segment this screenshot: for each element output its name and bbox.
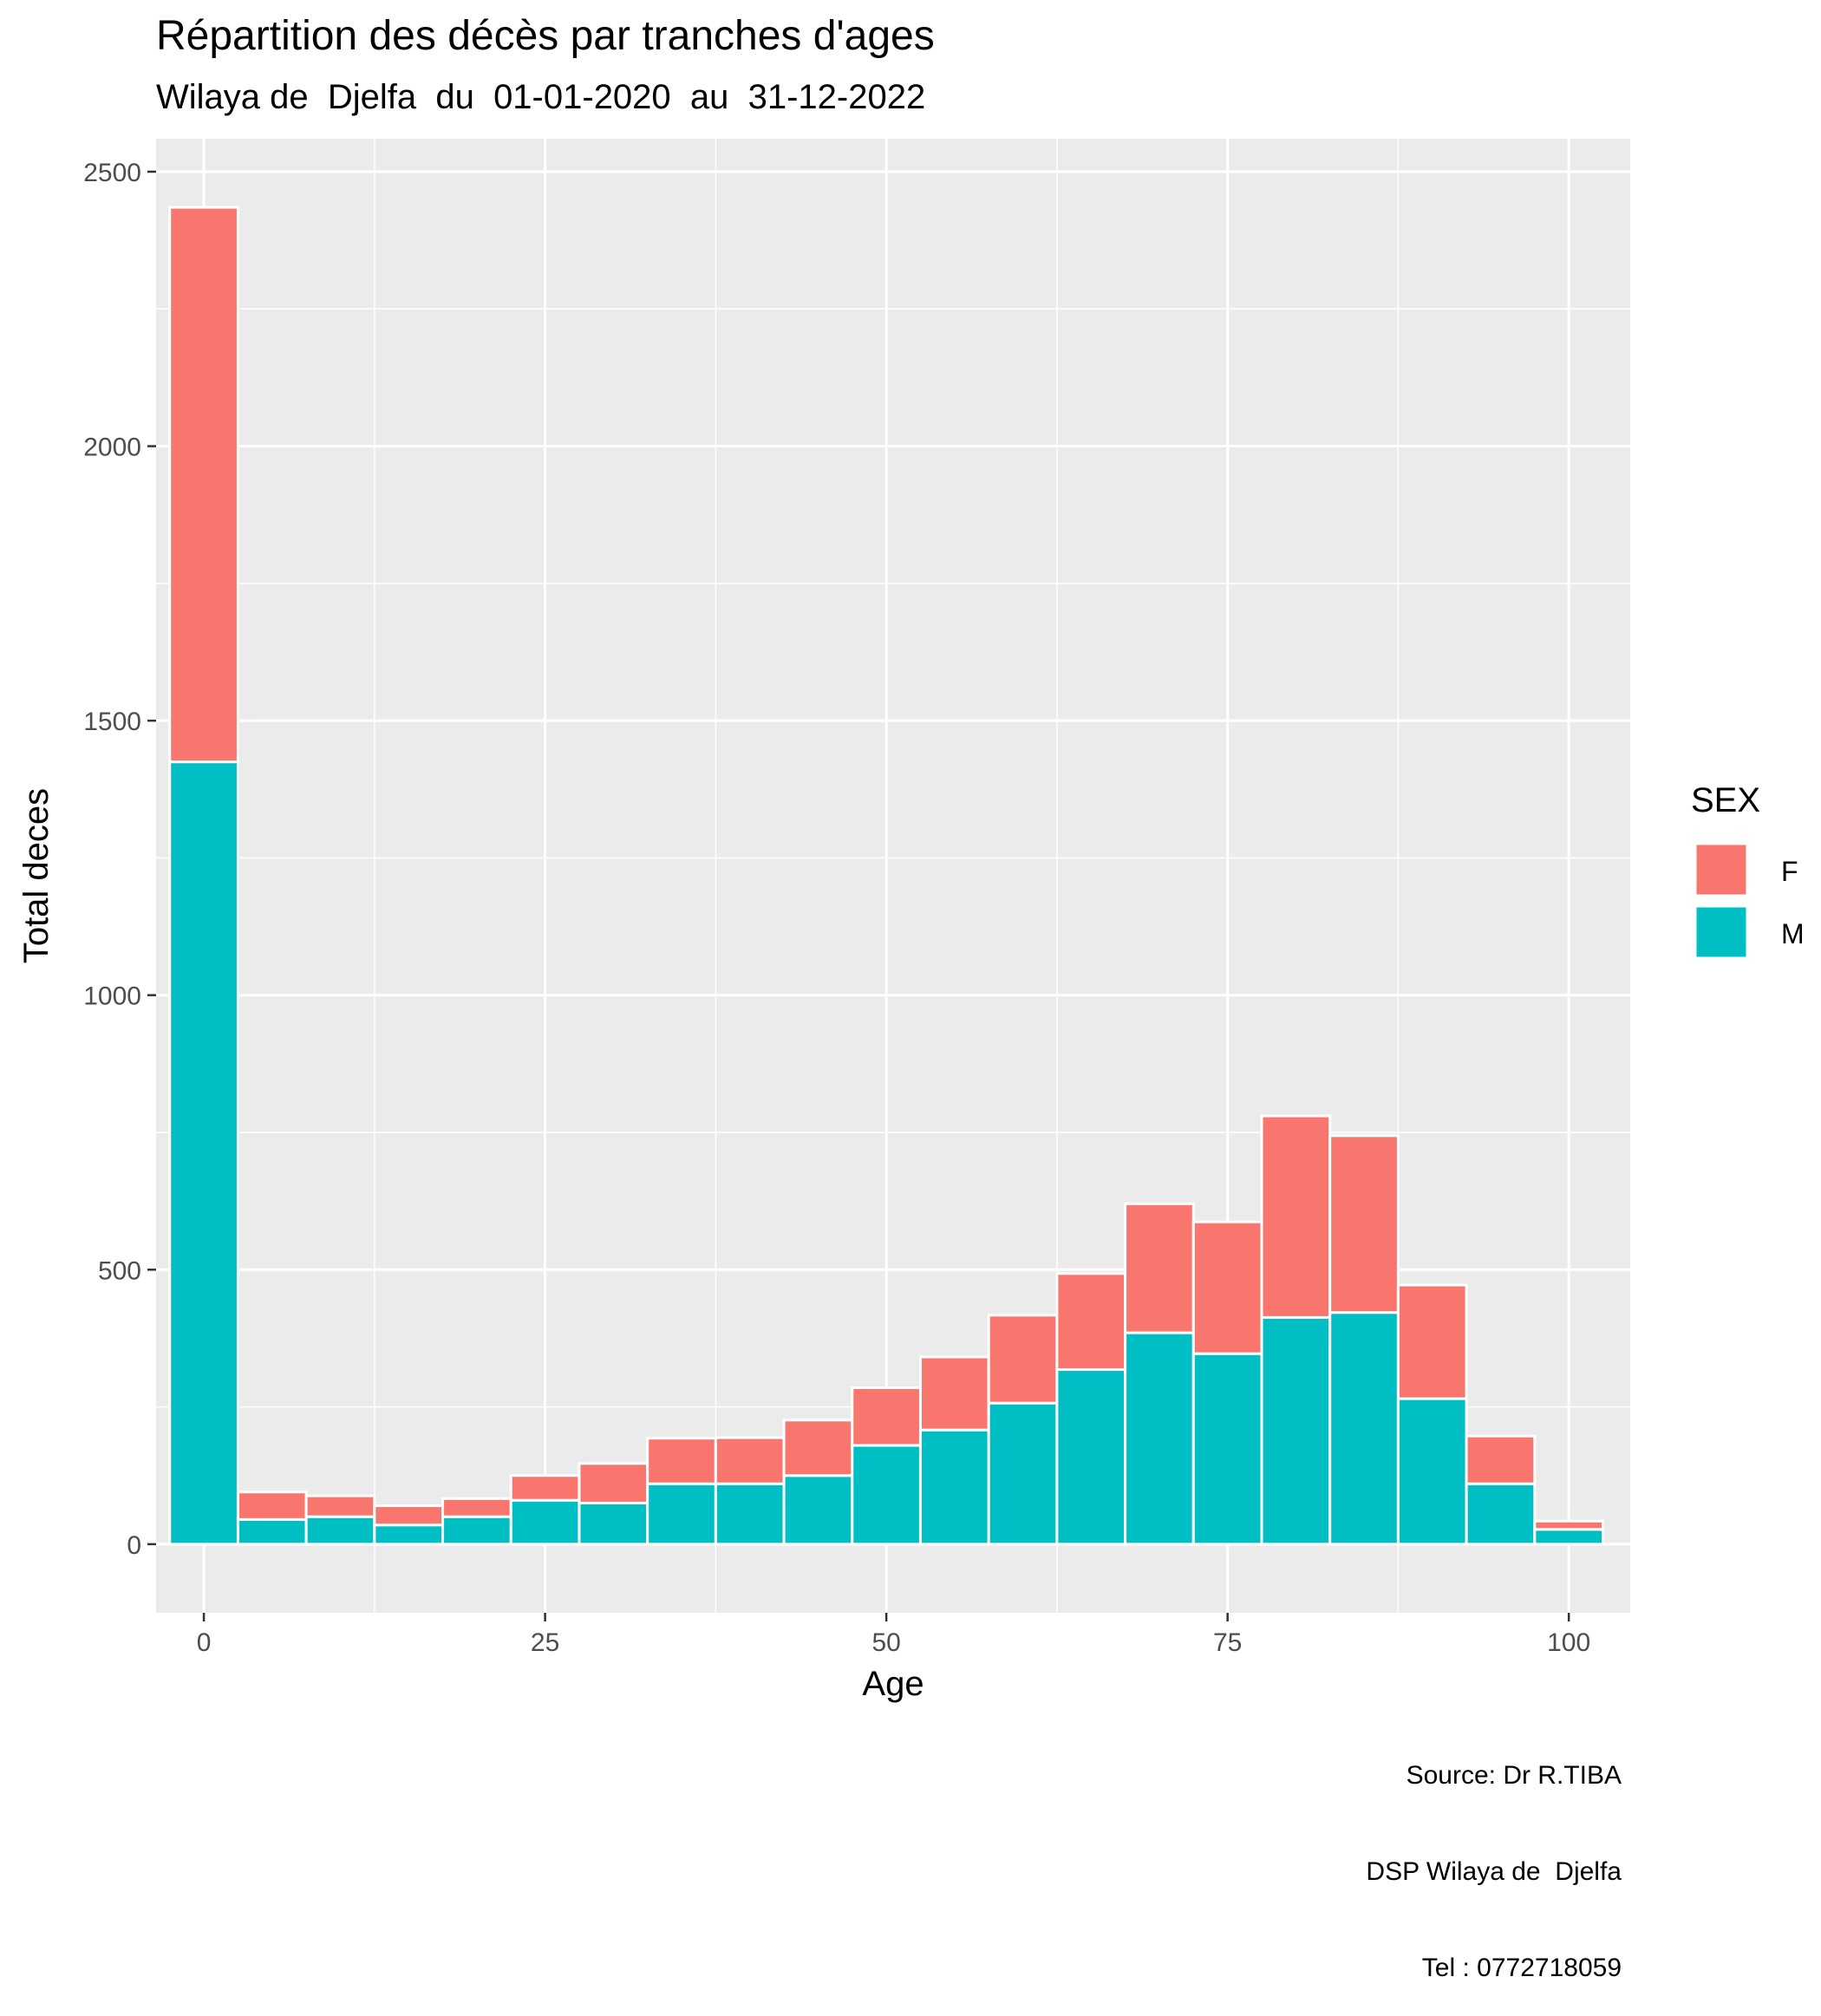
bar-m	[441, 1515, 512, 1546]
bar-f	[918, 1355, 990, 1432]
bar-f	[441, 1497, 512, 1518]
legend-title: SEX	[1691, 781, 1760, 819]
bar-m	[304, 1515, 376, 1546]
bar-m	[168, 760, 239, 1546]
y-tick-label: 0	[127, 1531, 141, 1560]
bar-f	[646, 1437, 717, 1485]
bar-m	[1260, 1315, 1332, 1546]
x-axis-title: Age	[862, 1665, 924, 1703]
y-axis-title: Total deces	[17, 788, 55, 963]
legend: SEX F M	[1691, 781, 1805, 960]
chart-title: Répartition des décès par tranches d'age…	[156, 13, 935, 59]
bar-m	[1328, 1311, 1400, 1546]
bar-f	[1191, 1220, 1263, 1355]
bar-m	[1055, 1368, 1127, 1546]
bar-f	[1396, 1283, 1468, 1400]
bar-m	[1124, 1331, 1195, 1546]
bar-m	[1191, 1352, 1263, 1546]
bar-m	[646, 1482, 717, 1546]
bar-f	[1328, 1134, 1400, 1315]
bar-m	[509, 1498, 581, 1546]
bar-m	[851, 1444, 922, 1546]
bar-m	[1465, 1482, 1537, 1546]
bar-f	[1260, 1114, 1332, 1319]
y-tick-label: 2500	[83, 159, 141, 187]
y-axis: 0 500 1000 1500 2000 2500	[83, 159, 156, 1560]
bar-f	[1124, 1202, 1195, 1334]
bar-f	[304, 1494, 376, 1518]
bar-f	[373, 1504, 445, 1527]
bar-f	[714, 1436, 786, 1485]
caption-tel: Tel : 0772718059	[1421, 1954, 1622, 1982]
bar-f	[578, 1462, 649, 1504]
bar-m	[918, 1428, 990, 1546]
x-tick-label: 75	[1213, 1628, 1242, 1657]
legend-label-m: M	[1781, 918, 1805, 949]
bar-m	[578, 1501, 649, 1546]
legend-swatch-f	[1694, 842, 1749, 897]
bar-f	[168, 206, 239, 764]
bar-f	[509, 1474, 581, 1502]
bar-m	[373, 1523, 445, 1546]
bar-f	[1465, 1434, 1537, 1485]
y-tick-label: 1500	[83, 708, 141, 736]
bar-f	[987, 1314, 1059, 1405]
y-tick-label: 500	[98, 1256, 141, 1285]
bar-f	[1055, 1272, 1127, 1372]
bar-m	[714, 1482, 786, 1546]
caption-source: Source: Dr R.TIBA	[1406, 1761, 1622, 1790]
y-tick-label: 2000	[83, 434, 141, 462]
bar-m	[1533, 1528, 1605, 1546]
x-tick-label: 100	[1547, 1628, 1590, 1657]
bar-m	[1396, 1397, 1468, 1546]
x-tick-label: 0	[197, 1628, 212, 1657]
bar-f	[851, 1386, 922, 1447]
histogram-chart: 0 500 1000 1500 2000 2500 0 25 50 75 100 Age Tota…	[17, 139, 1805, 1703]
y-tick-label: 1000	[83, 982, 141, 1011]
bar-layer	[168, 206, 1605, 1546]
bar-m	[236, 1517, 308, 1546]
bar-f	[782, 1419, 854, 1478]
caption: Source: Dr R.TIBA DSP Wilaya de Djelfa T…	[1366, 1695, 1622, 2016]
bar-m	[782, 1474, 854, 1546]
caption-dsp: DSP Wilaya de Djelfa	[1366, 1857, 1622, 1886]
legend-swatch-m	[1694, 904, 1749, 960]
bar-m	[987, 1401, 1059, 1546]
x-tick-label: 50	[871, 1628, 900, 1657]
legend-label-f: F	[1781, 856, 1798, 887]
bar-f	[236, 1491, 308, 1521]
x-axis: 0 25 50 75 100	[197, 1613, 1590, 1657]
x-tick-label: 25	[531, 1628, 559, 1657]
minor-gridlines	[156, 139, 1630, 1613]
bar-f	[1533, 1519, 1605, 1531]
chart-subtitle: Wilaya de Djelfa du 01-01-2020 au 31-12-…	[156, 78, 926, 116]
